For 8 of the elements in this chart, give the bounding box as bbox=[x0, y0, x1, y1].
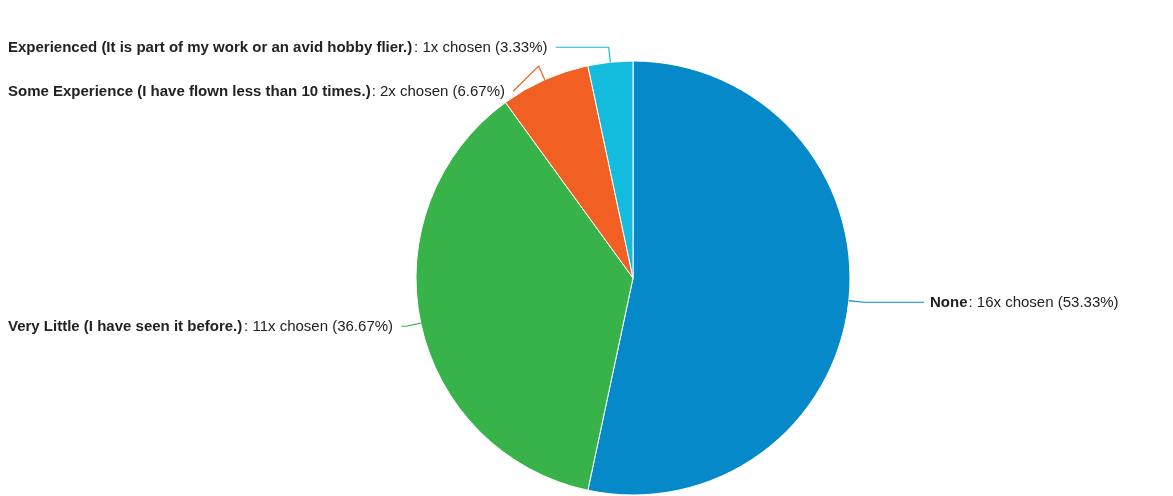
data-label: : 11x chosen (36.67%) bbox=[244, 317, 394, 335]
slice-label: Some Experience (I have flown less than 10 times.) bbox=[8, 82, 371, 100]
slice-label: Very Little (I have seen it before.) bbox=[8, 317, 243, 335]
data-label: : 1x chosen (3.33%) bbox=[414, 38, 548, 56]
slice-label: Experienced (It is part of my work or an avid hobby flier.) bbox=[8, 38, 413, 56]
data-label: : 16x chosen (53.33%) bbox=[968, 293, 1119, 311]
data-label: : 2x chosen (6.67%) bbox=[371, 82, 506, 100]
slice-label: None bbox=[930, 293, 968, 311]
